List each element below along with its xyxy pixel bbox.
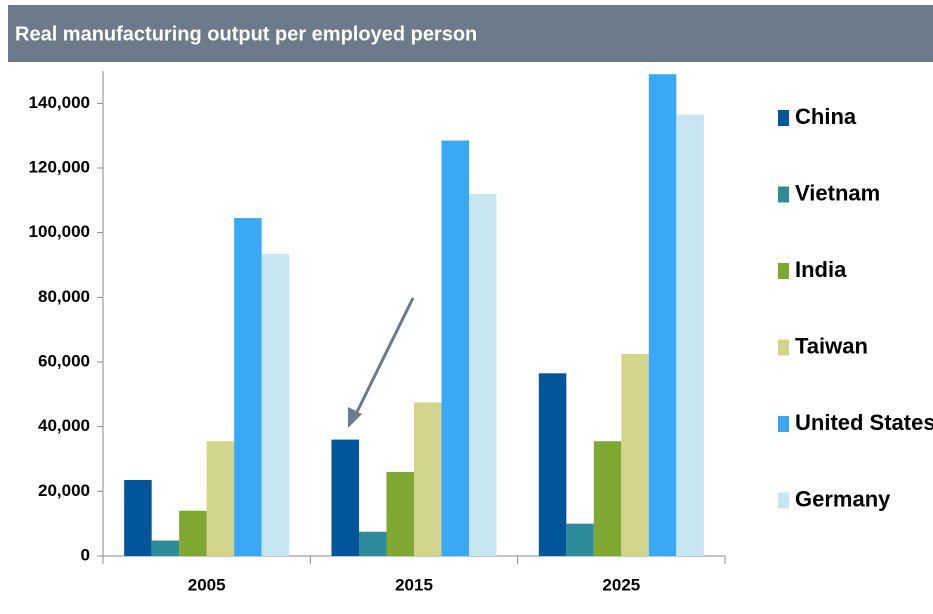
x-tick-label: 2005	[188, 575, 226, 594]
y-tick-label: 140,000	[29, 93, 90, 112]
bar	[593, 441, 622, 556]
bar	[566, 523, 594, 556]
bar	[441, 140, 469, 556]
bar	[151, 540, 180, 556]
legend-swatch	[778, 186, 789, 203]
bar	[538, 373, 567, 556]
y-tick-label: 60,000	[38, 351, 90, 370]
bar	[359, 531, 387, 556]
legend-label: United States	[795, 410, 933, 435]
legend-swatch	[778, 263, 789, 279]
header-bar	[8, 5, 933, 62]
bar	[676, 114, 704, 557]
bar	[621, 353, 649, 556]
legend-label: Vietnam	[795, 180, 880, 205]
bar	[414, 402, 442, 556]
bar	[179, 510, 207, 556]
bar	[124, 480, 152, 556]
legend-label: India	[795, 257, 847, 282]
legend-swatch	[778, 416, 789, 432]
y-tick-label: 120,000	[29, 157, 90, 176]
chart-title: Real manufacturing output per employed p…	[15, 23, 477, 45]
bar	[331, 439, 359, 556]
y-tick-label: 0	[81, 545, 90, 564]
x-tick-label: 2025	[602, 575, 640, 594]
y-tick-label: 20,000	[38, 481, 90, 500]
arrow-head	[348, 407, 362, 428]
bar	[648, 74, 677, 556]
bar	[234, 218, 262, 556]
legend-label: China	[795, 104, 857, 129]
annotation-arrow	[352, 297, 415, 419]
bar	[261, 253, 290, 556]
legend-swatch	[778, 110, 789, 126]
legend-swatch	[778, 492, 789, 509]
y-tick-label: 40,000	[38, 416, 90, 435]
x-tick-label: 2015	[395, 575, 433, 594]
bar	[206, 441, 235, 556]
bar	[469, 193, 497, 556]
legend-label: Germany	[795, 486, 891, 511]
y-tick-label: 80,000	[38, 287, 90, 306]
legend-label: Taiwan	[795, 333, 868, 358]
bar	[386, 471, 414, 556]
y-tick-label: 100,000	[29, 222, 90, 241]
legend-swatch	[778, 339, 789, 356]
